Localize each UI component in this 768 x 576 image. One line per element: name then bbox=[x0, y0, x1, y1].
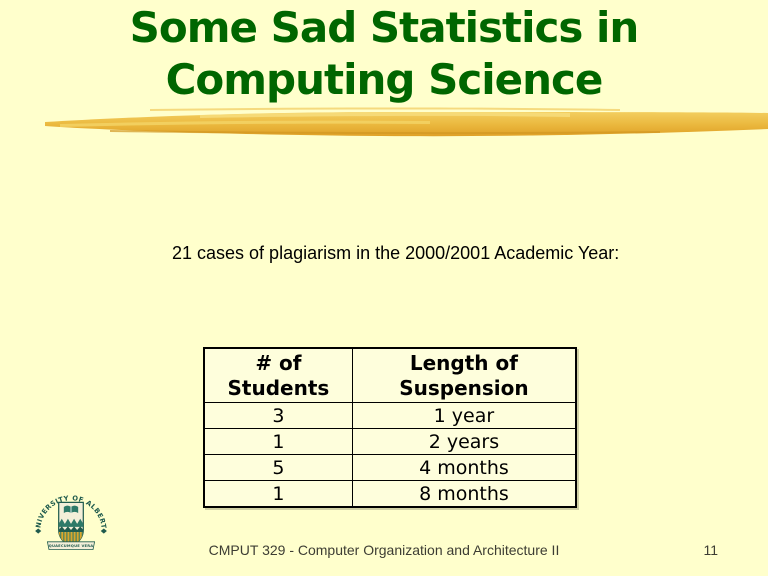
col-header-suspension: Length of Suspension bbox=[351, 347, 577, 403]
brush-dark-streak bbox=[110, 130, 660, 135]
logo-left-ornament-icon bbox=[35, 528, 42, 534]
cell-students: 3 bbox=[203, 402, 353, 429]
cell-students: 5 bbox=[203, 454, 353, 481]
header-suspension-line2: Suspension bbox=[399, 375, 529, 400]
brush-highlight-streak-2 bbox=[60, 120, 430, 127]
cell-students: 1 bbox=[203, 480, 353, 508]
table-row: 5 4 months bbox=[203, 454, 577, 481]
brush-top-wisp bbox=[150, 107, 620, 111]
cell-suspension: 1 year bbox=[351, 402, 577, 429]
logo-mountains-band2 bbox=[58, 526, 84, 533]
page-title: Some Sad Statistics in Computing Science bbox=[0, 2, 768, 106]
header-suspension-line1: Length of bbox=[409, 350, 518, 375]
table-row: 1 2 years bbox=[203, 428, 577, 455]
body-text: 21 cases of plagiarism in the 2000/2001 … bbox=[172, 243, 620, 263]
cell-suspension: 2 years bbox=[351, 428, 577, 455]
header-students-line2: Students bbox=[227, 375, 330, 400]
university-of-alberta-logo: UNIVERSITY OF ALBERTA QUAECUMQU bbox=[30, 489, 107, 550]
col-header-students: # of Students bbox=[203, 347, 353, 403]
header-students-line1: # of bbox=[255, 350, 302, 375]
suspension-table: # of Students Length of Suspension 3 1 y… bbox=[203, 347, 577, 508]
brush-main-stroke bbox=[45, 112, 768, 137]
page-number: 11 bbox=[703, 542, 718, 558]
logo-motto-text: QUAECUMQUE VERA bbox=[49, 544, 94, 548]
cell-suspension: 8 months bbox=[351, 480, 577, 508]
table-row: 1 8 months bbox=[203, 480, 577, 508]
title-line-1: Some Sad Statistics in bbox=[129, 3, 640, 52]
logo-mountains-band1 bbox=[58, 518, 84, 527]
table-header-row: # of Students Length of Suspension bbox=[203, 347, 577, 403]
logo-right-ornament-icon bbox=[100, 528, 107, 534]
cell-suspension: 4 months bbox=[351, 454, 577, 481]
logo-motto-ribbon: QUAECUMQUE VERA bbox=[46, 541, 96, 550]
brush-stroke-underline bbox=[45, 107, 768, 137]
cell-students: 1 bbox=[203, 428, 353, 455]
table-row: 3 1 year bbox=[203, 402, 577, 429]
title-line-2: Computing Science bbox=[165, 55, 604, 104]
footer-course-text: CMPUT 329 - Computer Organization and Ar… bbox=[208, 542, 560, 558]
brush-highlight-streak bbox=[200, 111, 570, 118]
